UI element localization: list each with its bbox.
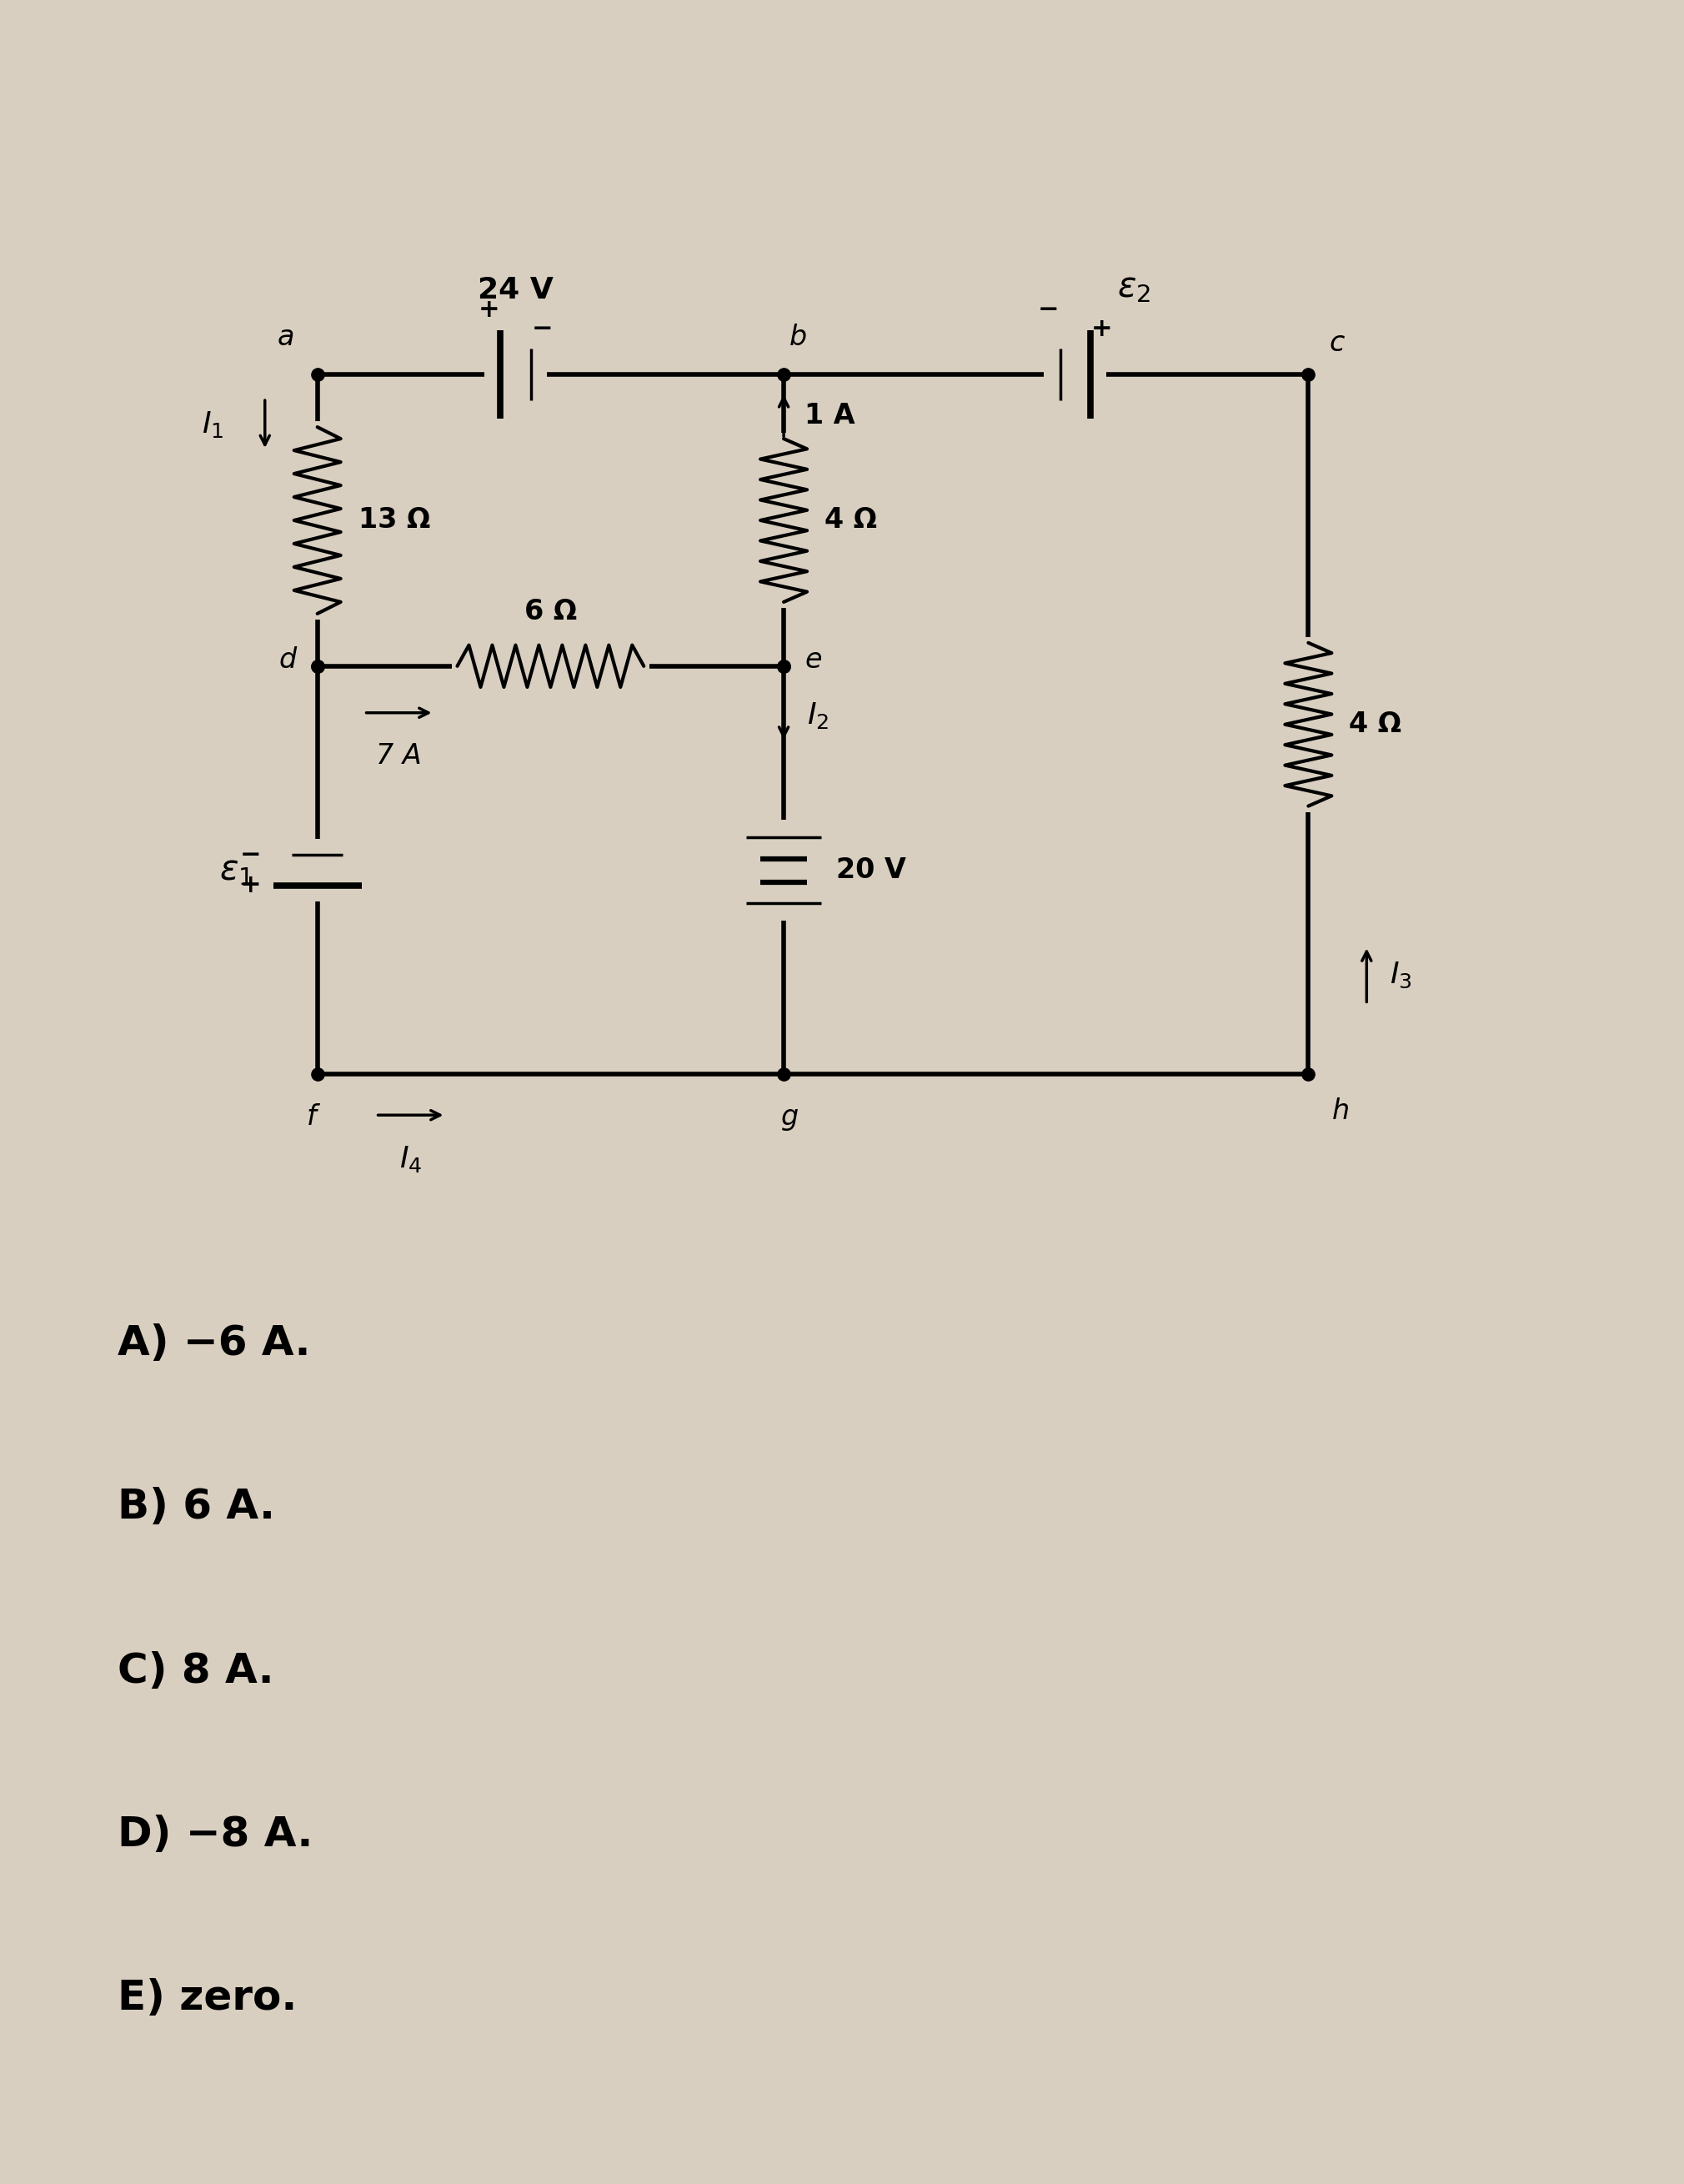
Text: b: b <box>790 323 807 352</box>
Text: $I_4$: $I_4$ <box>399 1144 423 1175</box>
Text: 7 A: 7 A <box>376 743 421 769</box>
Text: $\varepsilon_2$: $\varepsilon_2$ <box>1116 269 1150 304</box>
Text: C) 8 A.: C) 8 A. <box>118 1651 274 1690</box>
Text: +: + <box>478 297 500 321</box>
Text: 20 V: 20 V <box>837 856 906 885</box>
Text: h: h <box>1332 1099 1349 1125</box>
Text: −: − <box>241 843 261 867</box>
Text: 4 Ω: 4 Ω <box>1349 710 1401 738</box>
Text: 1 A: 1 A <box>805 402 855 428</box>
Text: 13 Ω: 13 Ω <box>359 507 429 535</box>
Text: g: g <box>781 1103 798 1131</box>
Text: a: a <box>276 323 295 352</box>
Text: A) −6 A.: A) −6 A. <box>118 1324 312 1363</box>
Text: −: − <box>1037 297 1059 321</box>
Text: $I_3$: $I_3$ <box>1389 961 1413 989</box>
Text: e: e <box>805 646 822 675</box>
Text: $I_2$: $I_2$ <box>807 701 829 732</box>
Text: D) −8 A.: D) −8 A. <box>118 1815 313 1854</box>
Text: f: f <box>306 1103 317 1131</box>
Text: B) 6 A.: B) 6 A. <box>118 1487 276 1527</box>
Text: −: − <box>532 317 552 341</box>
Text: +: + <box>1091 317 1113 341</box>
Text: +: + <box>241 874 261 898</box>
Text: d: d <box>280 646 296 675</box>
Text: 4 Ω: 4 Ω <box>825 507 877 535</box>
Text: c: c <box>1329 330 1344 356</box>
Text: 6 Ω: 6 Ω <box>524 598 578 625</box>
Text: E) zero.: E) zero. <box>118 1979 298 2018</box>
Text: 24 V: 24 V <box>478 275 554 304</box>
Text: $I_1$: $I_1$ <box>202 408 224 439</box>
Text: $\varepsilon_1$: $\varepsilon_1$ <box>219 852 253 887</box>
